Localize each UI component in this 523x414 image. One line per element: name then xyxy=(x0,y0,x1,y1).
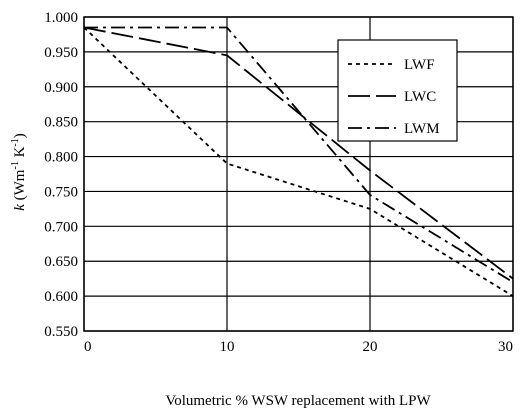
x-tick-label: 20 xyxy=(363,339,378,355)
y-tick-label: 1.000 xyxy=(44,10,78,26)
series-line-lwm xyxy=(84,26,514,283)
legend: LWF LWC LWM xyxy=(337,39,458,142)
legend-label: LWF xyxy=(404,57,435,73)
series-line-lwc xyxy=(83,26,514,280)
y-tick-label: 0.900 xyxy=(44,80,78,96)
y-tick-label: 0.950 xyxy=(44,45,78,61)
series-lines xyxy=(83,26,514,297)
y-tick-label: 0.750 xyxy=(44,184,78,200)
series-line-lwf xyxy=(83,26,514,297)
x-tick-labels: 0 10 20 30 xyxy=(84,339,513,355)
plot-frame xyxy=(83,16,514,332)
y-tick-label: 0.600 xyxy=(44,289,78,305)
x-axis-label: Volumetric % WSW replacement with LPW xyxy=(165,393,431,409)
legend-label: LWC xyxy=(404,89,436,105)
y-axis-label: k (Wm-1 K-1) xyxy=(10,133,28,211)
x-tick-label: 10 xyxy=(220,339,235,355)
y-tick-label: 0.850 xyxy=(44,115,78,131)
y-tick-label: 0.700 xyxy=(44,219,78,235)
y-tick-label: 0.650 xyxy=(44,254,78,270)
legend-label: LWM xyxy=(404,121,440,137)
x-tick-label: 0 xyxy=(84,339,92,355)
legend-box xyxy=(337,39,458,142)
y-tick-label: 0.800 xyxy=(44,150,78,166)
legend-items: LWF LWC LWM xyxy=(348,57,440,137)
y-tick-label: 0.550 xyxy=(44,324,78,340)
y-tick-labels: 0.550 0.600 0.650 0.700 0.750 0.800 0.850 0.900… xyxy=(44,10,78,340)
x-tick-label: 30 xyxy=(498,339,513,355)
